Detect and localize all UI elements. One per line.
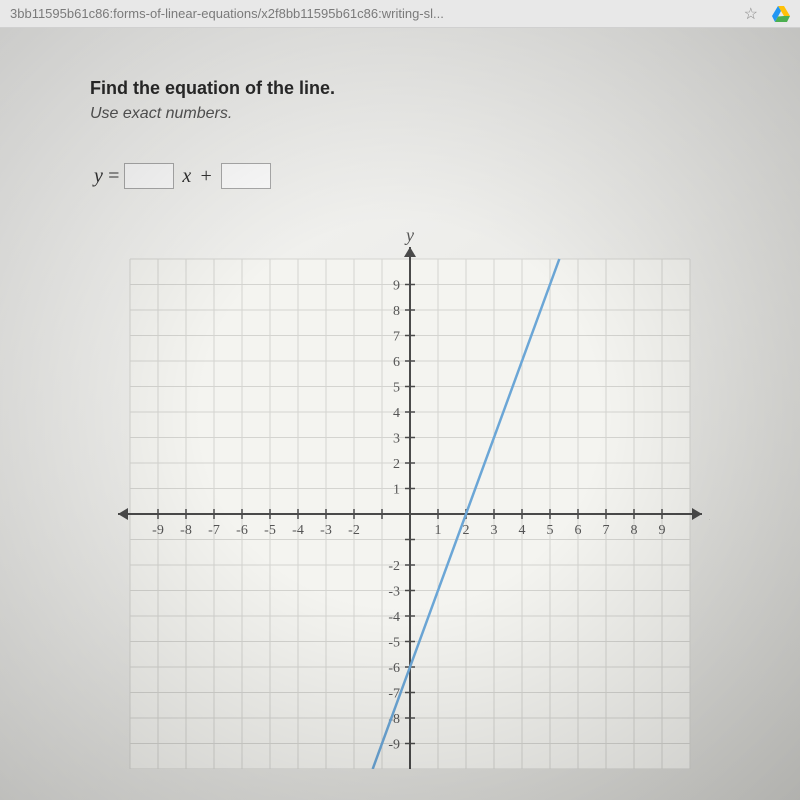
svg-text:-9: -9 <box>152 523 164 538</box>
url-text: 3bb11595b61c86:forms-of-linear-equations… <box>10 6 734 21</box>
svg-text:-3: -3 <box>388 585 400 600</box>
question-subtitle: Use exact numbers. <box>90 105 710 123</box>
chart-container: -9 -8 -7 -6 -5 -4 -3 -2 1 2 3 4 5 6 7 8 9 1 2 3 4 5 6 7 8 9 -2 -3 -4… <box>90 229 710 769</box>
svg-text:y: y <box>404 229 414 245</box>
bookmark-star-icon[interactable]: ☆ <box>744 4 758 24</box>
svg-text:7: 7 <box>393 330 400 345</box>
svg-text:3: 3 <box>491 523 498 538</box>
google-drive-icon[interactable] <box>772 6 790 22</box>
svg-text:2: 2 <box>463 523 470 538</box>
svg-text:-5: -5 <box>264 523 276 538</box>
x-variable: x <box>182 165 191 188</box>
intercept-input[interactable] <box>221 163 271 189</box>
equals-sign: = <box>107 165 121 188</box>
svg-text:-4: -4 <box>292 523 304 538</box>
svg-text:5: 5 <box>393 381 400 396</box>
svg-text:6: 6 <box>575 523 582 538</box>
content-area: Find the equation of the line. Use exact… <box>0 28 800 800</box>
svg-text:6: 6 <box>393 355 400 370</box>
plus-sign: + <box>199 165 213 188</box>
svg-text:3: 3 <box>393 432 400 447</box>
svg-text:-6: -6 <box>236 523 248 538</box>
equation-row: y = x + <box>90 163 710 189</box>
svg-text:1: 1 <box>435 523 442 538</box>
svg-text:8: 8 <box>631 523 638 538</box>
svg-text:9: 9 <box>393 279 400 294</box>
url-bar: 3bb11595b61c86:forms-of-linear-equations… <box>0 0 800 28</box>
svg-text:7: 7 <box>603 523 610 538</box>
svg-text:-5: -5 <box>388 636 400 651</box>
svg-text:-4: -4 <box>388 610 400 625</box>
svg-text:-8: -8 <box>180 523 192 538</box>
svg-text:4: 4 <box>519 523 526 538</box>
question-title: Find the equation of the line. <box>90 78 710 99</box>
svg-text:x: x <box>709 504 710 524</box>
svg-text:2: 2 <box>393 457 400 472</box>
svg-text:5: 5 <box>547 523 554 538</box>
svg-text:1: 1 <box>393 483 400 498</box>
coordinate-chart: -9 -8 -7 -6 -5 -4 -3 -2 1 2 3 4 5 6 7 8 9 1 2 3 4 5 6 7 8 9 -2 -3 -4… <box>90 229 710 769</box>
svg-text:-3: -3 <box>320 523 332 538</box>
svg-text:4: 4 <box>393 406 400 421</box>
svg-text:-9: -9 <box>388 738 400 753</box>
svg-text:8: 8 <box>393 304 400 319</box>
svg-text:-7: -7 <box>208 523 220 538</box>
slope-input[interactable] <box>124 163 174 189</box>
svg-text:-2: -2 <box>388 559 400 574</box>
svg-text:-2: -2 <box>348 523 360 538</box>
y-variable: y <box>94 165 103 188</box>
svg-text:-6: -6 <box>388 661 400 676</box>
svg-text:9: 9 <box>659 523 666 538</box>
